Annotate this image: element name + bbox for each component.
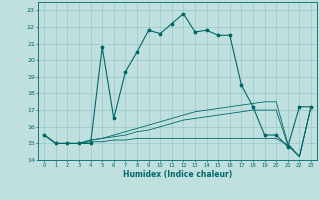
X-axis label: Humidex (Indice chaleur): Humidex (Indice chaleur) [123, 170, 232, 179]
